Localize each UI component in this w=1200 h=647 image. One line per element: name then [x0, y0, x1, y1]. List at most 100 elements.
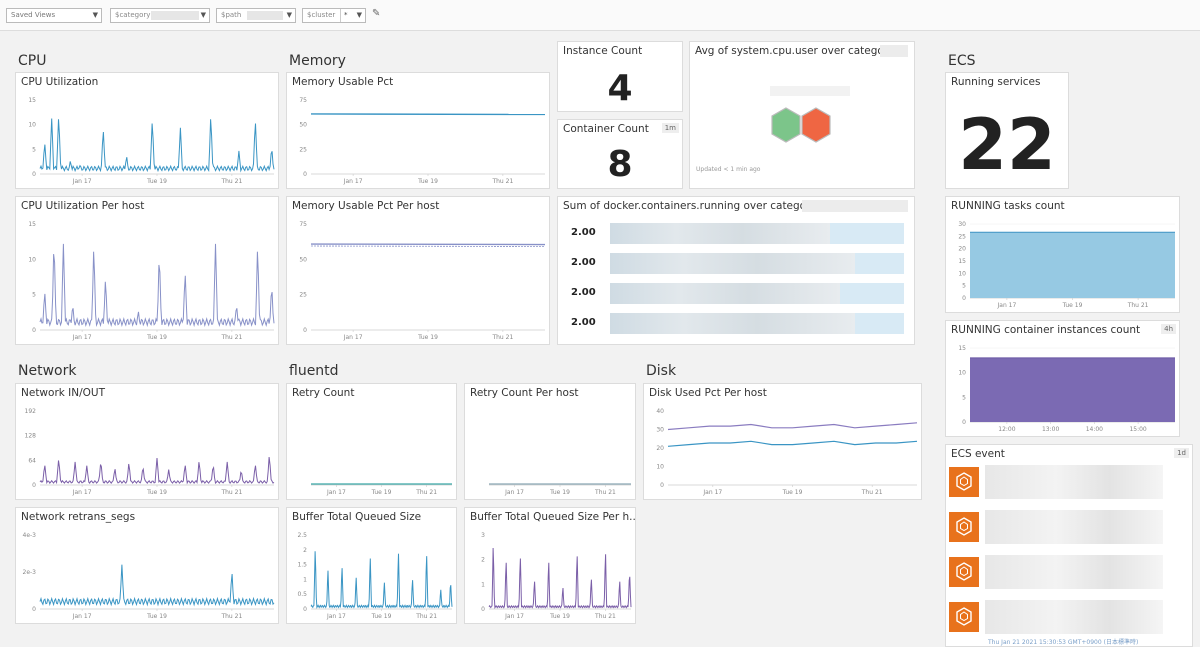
x-tick-label: Thu 21	[415, 613, 437, 620]
category-value-redacted	[151, 11, 199, 20]
area-fill	[970, 232, 1175, 298]
widget-title: Retry Count Per host	[470, 387, 579, 399]
x-tick-label: Jan 17	[997, 302, 1017, 309]
container-count-value: 8	[607, 144, 633, 185]
timeframe-badge: 4h	[1161, 324, 1176, 334]
y-tick-label: 0	[962, 295, 966, 302]
toplist-value: 2.00	[571, 227, 596, 238]
event-item[interactable]	[949, 508, 1189, 545]
widget-title: Buffer Total Queued Size	[292, 511, 422, 523]
running-tasks-count-widget[interactable]: RUNNING tasks count 30 25 20 15 10 5 0 Jan 17 Tu…	[945, 196, 1180, 313]
chevron-down-icon: ▼	[286, 11, 292, 19]
y-tick-label: 4e-3	[23, 532, 37, 539]
path-variable-select[interactable]: $path ▼	[216, 8, 296, 23]
toplist-bar[interactable]	[610, 223, 904, 244]
y-tick-label: 0	[660, 482, 664, 489]
instance-count-widget[interactable]: Instance Count 4	[557, 41, 683, 112]
avg-cpu-user-hostmap-widget[interactable]: Avg of system.cpu.user over category: Up…	[689, 41, 915, 189]
network-retrans-segs-widget[interactable]: Network retrans_segs 4e-3 2e-3 0 Jan 17 Tue …	[15, 507, 279, 624]
host-hexagon[interactable]	[801, 107, 831, 143]
y-tick-label: 10	[656, 464, 664, 471]
x-tick-label: Tue 19	[549, 489, 570, 496]
host-hexagon[interactable]	[771, 107, 801, 143]
series-line	[310, 243, 546, 246]
toplist-value: 2.00	[571, 257, 596, 268]
widget-title: Container Count	[563, 123, 649, 135]
y-tick-label: 128	[25, 433, 37, 440]
y-tick-label: 25	[299, 292, 307, 299]
y-tick-label: 40	[656, 408, 664, 415]
x-tick-label: Thu 21	[415, 489, 437, 496]
y-tick-label: 192	[25, 408, 37, 415]
widget-title: ECS event	[951, 448, 1005, 460]
retry-count-widget[interactable]: Retry Count Jan 17 Tue 19 Thu 21	[286, 383, 457, 500]
sum-docker-containers-running-widget[interactable]: Sum of docker.containers.running over ca…	[557, 196, 915, 345]
series-line	[488, 547, 632, 609]
cpu-utilization-per-host-widget[interactable]: CPU Utilization Per host 15 10 5 0 Jan 17 Tue…	[15, 196, 279, 345]
y-tick-label: 15	[28, 97, 36, 104]
cpu-utilization-chart: 15 10 5 0 Jan 17 Tue 19 Thu 21	[28, 97, 275, 185]
ecs-icon	[949, 467, 979, 497]
x-tick-label: Tue 19	[146, 178, 167, 185]
widget-title: RUNNING container instances count	[951, 324, 1141, 336]
timeframe-badge: 1d	[1174, 448, 1189, 458]
series-line	[310, 551, 453, 609]
x-tick-label: Tue 19	[1062, 302, 1083, 309]
series-line	[39, 456, 275, 485]
y-tick-label: 0	[962, 419, 966, 426]
edit-pencil-icon[interactable]: ✎	[372, 8, 381, 19]
x-tick-label: Thu 21	[1127, 302, 1149, 309]
series-line	[39, 243, 275, 328]
group-title-network: Network	[18, 363, 77, 379]
retry-count-per-host-widget[interactable]: Retry Count Per host Jan 17 Tue 19 Thu 21	[464, 383, 636, 500]
chevron-down-icon: ▼	[356, 11, 362, 19]
memory-usable-pct-widget[interactable]: Memory Usable Pct 75 50 25 0 Jan 17 Tue 19 Thu…	[286, 72, 550, 189]
retry-count-chart: Jan 17 Tue 19 Thu 21	[311, 483, 452, 496]
y-tick-label: 15	[958, 258, 966, 265]
x-tick-label: 13:00	[1042, 426, 1059, 433]
network-in-out-widget[interactable]: Network IN/OUT 192 128 64 0 Jan 17 Tue 19 Thu …	[15, 383, 279, 500]
toplist-value: 2.00	[571, 287, 596, 298]
buffer-total-queued-size-widget[interactable]: Buffer Total Queued Size 2.5 2 1.5 1 0.5 0 Jan…	[286, 507, 457, 624]
toplist-bar[interactable]	[610, 283, 904, 304]
running-container-instances-count-widget[interactable]: RUNNING container instances count 4h 15 1…	[945, 320, 1180, 437]
widget-title: Network IN/OUT	[21, 387, 106, 399]
running-services-widget[interactable]: Running services 22	[945, 72, 1069, 189]
x-tick-label: Thu 21	[491, 334, 513, 341]
toplist-label-redacted	[610, 253, 855, 274]
event-item[interactable]	[949, 553, 1189, 590]
series-line	[667, 422, 918, 431]
toplist-bar[interactable]	[610, 313, 904, 334]
buffer-total-queued-size-per-host-widget[interactable]: Buffer Total Queued Size Per h... 3 2 1 0 Ja…	[464, 507, 636, 624]
network-in-out-chart: 192 128 64 0 Jan 17 Tue 19 Thu 21	[25, 408, 275, 496]
category-variable-label: $category	[115, 11, 151, 19]
x-tick-label: Thu 21	[220, 613, 242, 620]
toplist-bar[interactable]	[610, 253, 904, 274]
y-tick-label: 1.5	[297, 562, 307, 569]
y-tick-label: 75	[299, 221, 307, 228]
event-item[interactable]	[949, 598, 1189, 635]
y-tick-label: 1	[303, 576, 307, 583]
y-tick-label: 0.5	[297, 591, 307, 598]
retry-count-per-host-chart: Jan 17 Tue 19 Thu 21	[489, 483, 631, 496]
path-value-redacted	[247, 11, 283, 20]
y-tick-label: 25	[299, 146, 307, 153]
ecs-event-widget[interactable]: ECS event 1d Thu Jan 21 2021 15:30:53 GM…	[945, 444, 1193, 647]
category-variable-select[interactable]: $category ▼	[110, 8, 210, 23]
container-count-widget[interactable]: Container Count 1m 8	[557, 119, 683, 189]
y-tick-label: 2	[303, 547, 307, 554]
x-tick-label: Jan 17	[504, 489, 524, 496]
area-fill	[970, 357, 1175, 422]
cpu-utilization-widget[interactable]: CPU Utilization 15 10 5 0 Jan 17 Tue 19 Thu 21	[15, 72, 279, 189]
widget-title: CPU Utilization Per host	[21, 200, 145, 212]
cluster-variable-select[interactable]: $cluster * ▼	[302, 8, 366, 23]
disk-used-pct-per-host-widget[interactable]: Disk Used Pct Per host 40 30 20 10 0 Jan 17 Tu…	[643, 383, 922, 500]
event-item[interactable]	[949, 463, 1189, 500]
saved-views-select[interactable]: Saved Views ▼	[6, 8, 102, 23]
y-tick-label: 0	[32, 171, 36, 178]
y-tick-label: 3	[481, 532, 485, 539]
memory-usable-pct-per-host-widget[interactable]: Memory Usable Pct Per host 75 50 25 0 Jan 17…	[286, 196, 550, 345]
y-tick-label: 5	[32, 292, 36, 299]
x-tick-label: Jan 17	[702, 489, 722, 496]
y-tick-label: 0	[303, 606, 307, 613]
